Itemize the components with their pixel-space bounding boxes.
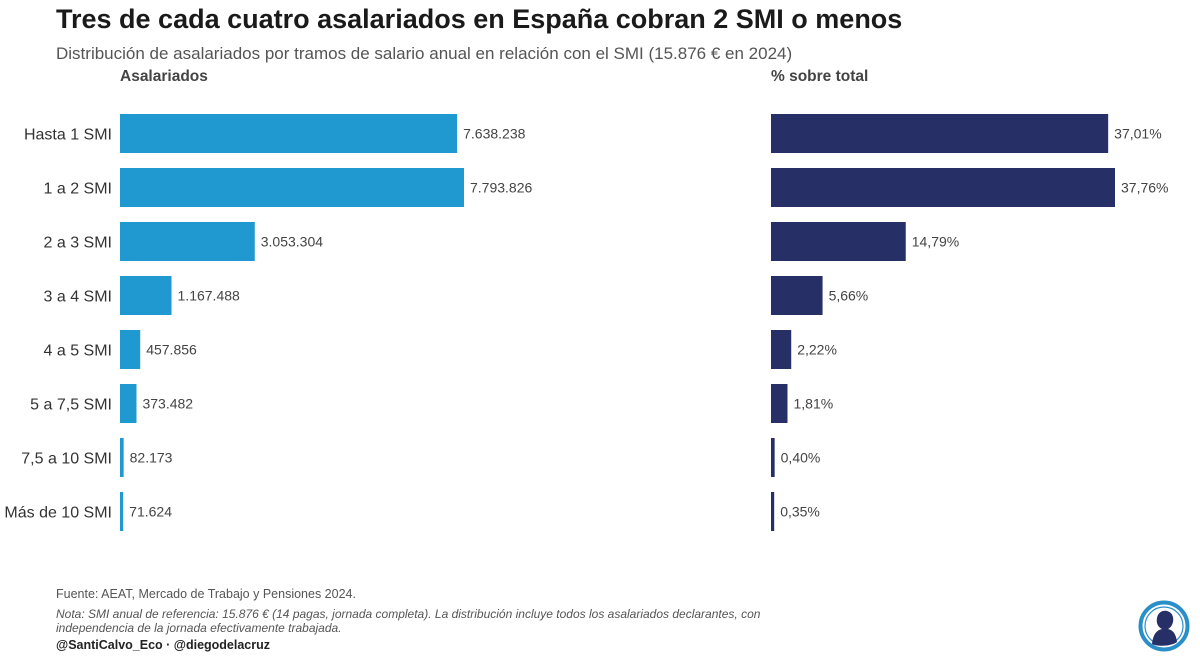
panel-title: Asalariados (120, 68, 208, 85)
data-label: 0,35% (780, 504, 820, 520)
data-label: 7.638.238 (463, 126, 525, 142)
data-label: 7.793.826 (470, 180, 532, 196)
bar (771, 492, 775, 531)
data-label: 373.482 (142, 396, 193, 412)
data-label: 37,76% (1121, 180, 1168, 196)
bar (771, 222, 906, 261)
data-label: 71.624 (129, 504, 172, 520)
data-label: 82.173 (130, 450, 173, 466)
data-label: 3.053.304 (261, 234, 323, 250)
data-label: 1,81% (793, 396, 833, 412)
bar (120, 222, 255, 261)
bar (771, 114, 1109, 153)
author-credits: @SantiCalvo_Eco · @diegodelacruz (56, 638, 271, 652)
data-label: 0,40% (781, 450, 821, 466)
chart-subtitle: Distribución de asalariados por tramos d… (56, 44, 793, 63)
panel-title: % sobre total (771, 68, 868, 85)
category-label: Más de 10 SMI (4, 505, 112, 522)
data-label: 37,01% (1114, 126, 1161, 142)
category-label: Hasta 1 SMI (24, 127, 112, 144)
bar (771, 438, 775, 477)
person-silhouette-logo-icon (1138, 600, 1190, 652)
bar-chart-panels: Asalariados 7.638.238 Hasta 1 SMI 7.793.826… (4, 68, 1168, 531)
category-label: 5 a 7,5 SMI (30, 397, 112, 414)
data-label: 14,79% (912, 234, 959, 250)
bar (771, 330, 792, 369)
bar (120, 114, 458, 153)
bar (120, 168, 464, 207)
category-label: 7,5 a 10 SMI (21, 451, 112, 468)
bar (771, 276, 823, 315)
bar (771, 168, 1115, 207)
methodology-note: Nota: SMI anual de referencia: 15.876 € … (56, 607, 761, 635)
data-label: 5,66% (829, 288, 869, 304)
source-note: Fuente: AEAT, Mercado de Trabajo y Pensi… (56, 587, 356, 601)
bar (120, 384, 137, 423)
data-label: 457.856 (146, 342, 197, 358)
chart-title: Tres de cada cuatro asalariados en Españ… (56, 4, 903, 34)
category-label: 2 a 3 SMI (44, 235, 112, 252)
bar (120, 330, 141, 369)
data-label: 1.167.488 (178, 288, 240, 304)
bar (120, 276, 172, 315)
category-label: 3 a 4 SMI (44, 289, 112, 306)
data-label: 2,22% (797, 342, 837, 358)
category-label: 1 a 2 SMI (44, 181, 112, 198)
category-label: 4 a 5 SMI (44, 343, 112, 360)
bar (120, 492, 124, 531)
bar (120, 438, 124, 477)
bar (771, 384, 788, 423)
